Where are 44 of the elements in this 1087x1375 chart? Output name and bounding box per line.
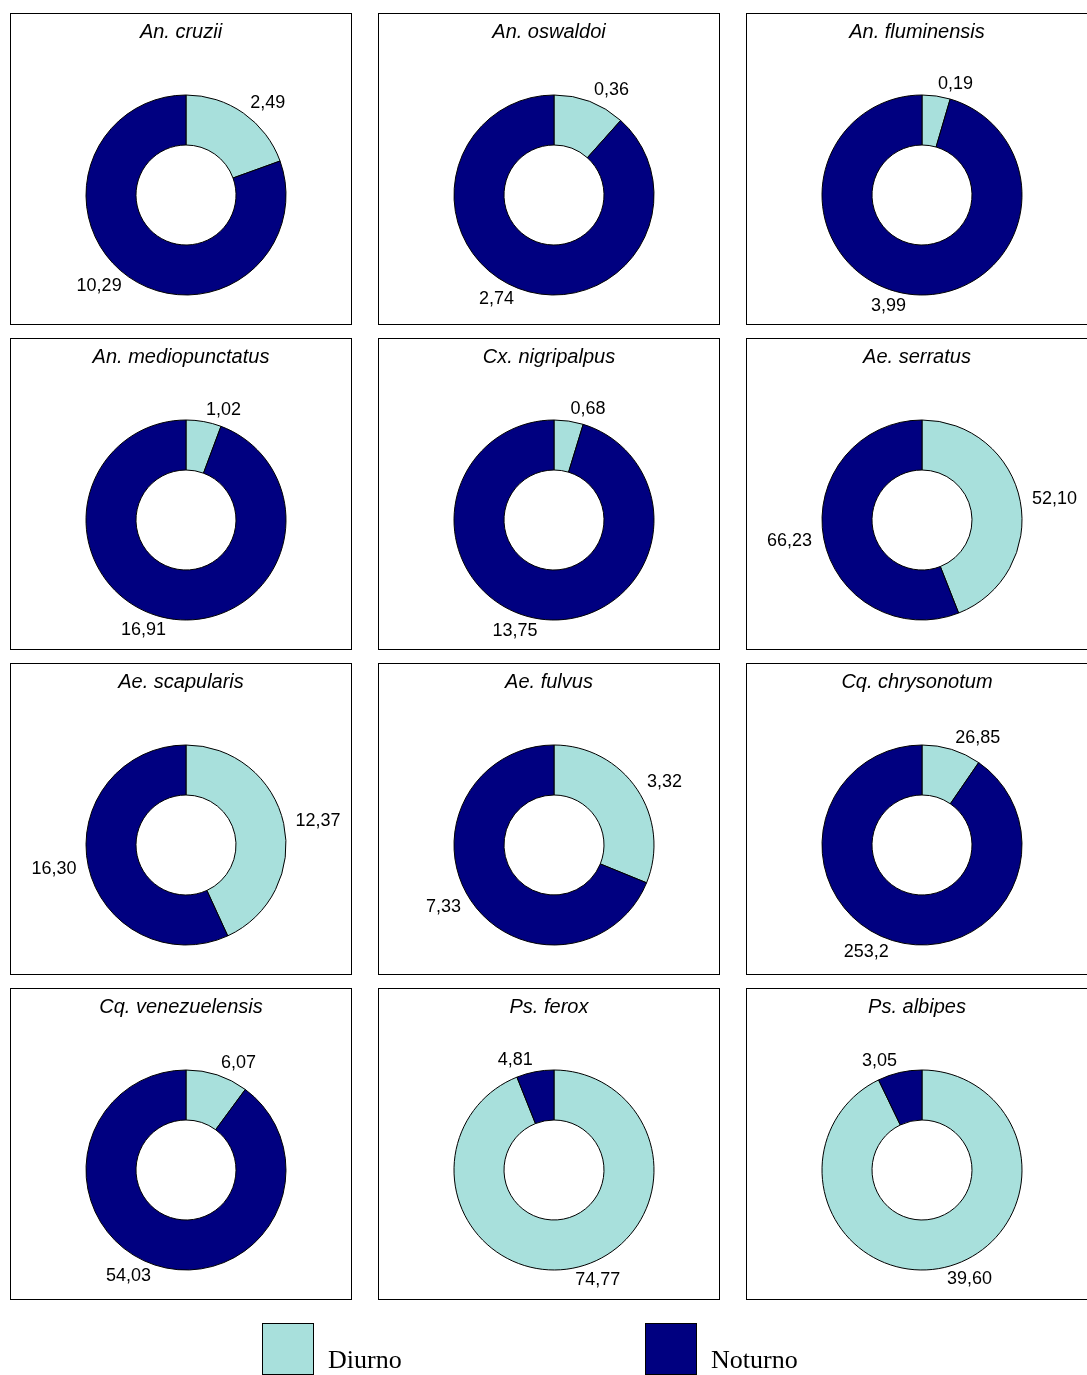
data-label: 12,37 [295, 809, 341, 830]
data-label: 1,02 [205, 398, 241, 419]
data-label: 52,10 [1032, 487, 1078, 508]
donut-slice [821, 1069, 1023, 1271]
donut-slice [821, 744, 1023, 946]
chart-title: Ae. serratus [861, 345, 972, 368]
data-label: 3,32 [646, 771, 683, 792]
donut-slice [85, 419, 287, 621]
data-label: 10,29 [76, 275, 122, 296]
data-label: 6,07 [220, 1052, 256, 1073]
data-label: 39,60 [946, 1267, 992, 1288]
chart-title: Ae. scapularis [116, 670, 245, 693]
chart-title: Cq. chrysonotum [840, 670, 994, 693]
chart-title: An. mediopunctatus [90, 345, 271, 368]
donut-slice [453, 419, 655, 621]
chart-title: Ae. fulvus [503, 670, 594, 693]
data-label: 3,99 [871, 294, 907, 315]
data-label: 54,03 [106, 1265, 152, 1286]
donut-slice [821, 94, 1023, 296]
data-label: 66,23 [766, 529, 812, 550]
data-label: 7,33 [425, 896, 462, 917]
data-label: 3,05 [862, 1049, 898, 1070]
chart-title: An. fluminensis [847, 20, 986, 43]
data-label: 0,19 [937, 72, 973, 93]
legend-label: Noturno [711, 1345, 798, 1375]
chart-title: Cx. nigripalpus [481, 345, 617, 368]
chart-title: An. oswaldoi [490, 20, 607, 43]
data-label: 253,2 [843, 940, 889, 961]
data-label: 26,85 [955, 726, 1001, 747]
donut-slice [453, 1069, 655, 1271]
data-label: 16,30 [31, 857, 77, 878]
data-label: 2,74 [478, 288, 515, 309]
data-label: 13,75 [492, 619, 538, 640]
chart-title: An. cruzii [138, 20, 224, 43]
data-label: 0,36 [593, 79, 630, 100]
data-label: 16,91 [121, 618, 167, 639]
data-label: 2,49 [250, 92, 286, 113]
data-label: 74,77 [575, 1268, 621, 1289]
legend-label: Diurno [328, 1345, 402, 1375]
data-label: 0,68 [570, 397, 606, 418]
chart-title: Cq. venezuelensis [98, 995, 264, 1018]
data-label: 4,81 [497, 1048, 533, 1069]
chart-title: Ps. ferox [508, 995, 590, 1018]
chart-title: Ps. albipes [867, 995, 967, 1018]
